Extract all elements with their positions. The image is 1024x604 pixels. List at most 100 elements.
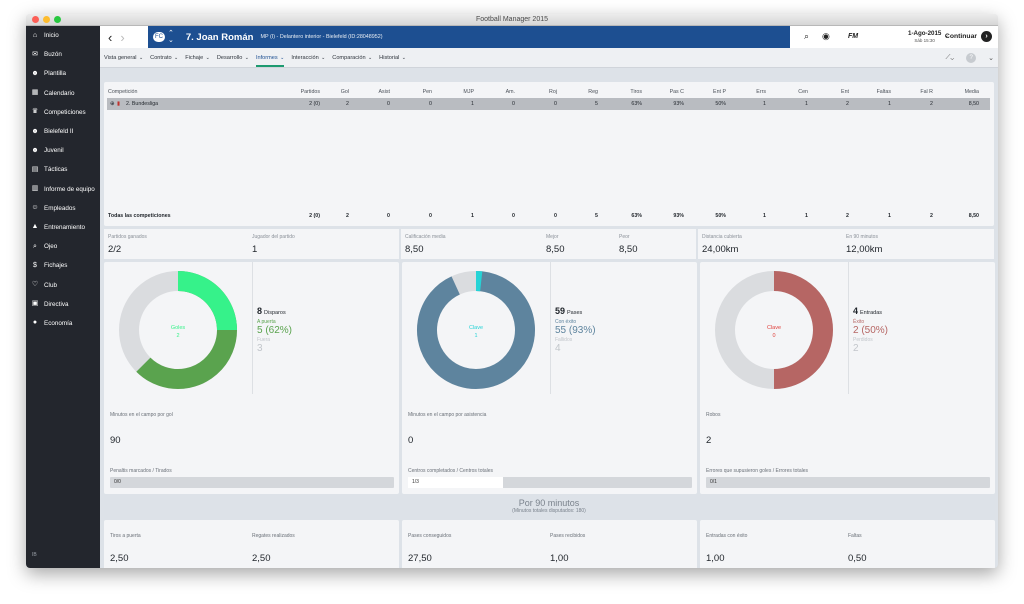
game-date[interactable]: 1-Ago-2015 Sáb 15:30 [908, 30, 941, 44]
progress-bar: 1/3 [408, 477, 692, 488]
team-icon: ☻ [31, 127, 39, 135]
home-icon: ⌂ [32, 31, 38, 39]
table-cell: Fal R [920, 89, 933, 95]
club-badge-icon[interactable]: FC [153, 32, 165, 42]
close-window-button[interactable] [32, 16, 39, 23]
tab-label: Interacción [291, 54, 319, 61]
sidebar-item-10[interactable]: ▲ Entrenamiento [26, 218, 100, 237]
donut-total: 59 Pases [555, 306, 582, 316]
sidebar-item-5[interactable]: ☻ Bielefeld II [26, 122, 100, 141]
donut-success-arc[interactable] [773, 271, 833, 389]
sidebar-item-12[interactable]: $ Fichajes [26, 256, 100, 275]
tab-7[interactable]: Historial ⌄ [379, 48, 406, 68]
donut-chart: Goles 2 [104, 262, 252, 394]
table-cell: 2 (0) [309, 213, 320, 219]
transfers-icon: $ [33, 261, 37, 269]
table-cell: 2 [846, 213, 849, 219]
search-icon[interactable]: ⌕ [804, 31, 810, 41]
table-cell: 0 [429, 213, 432, 219]
per90-value: 27,50 [408, 553, 432, 564]
table-cell: Ent [841, 89, 849, 95]
sidebar-item-label: Plantilla [44, 70, 67, 78]
calendar-icon: ▦ [31, 89, 39, 97]
table-cell: 0 [512, 101, 515, 107]
per90-title: Por 90 minutos [518, 498, 580, 508]
forward-arrow-icon[interactable]: › [120, 29, 125, 45]
sidebar-item-8[interactable]: ▥ Informe de equipo [26, 180, 100, 199]
donut-center-label: Clave [469, 325, 483, 331]
more-chevron-icon[interactable]: ⌄ [988, 55, 994, 62]
table-cell: 63% [631, 213, 642, 219]
donut-panel-0: Goles 2 8 Disparos A puerta 5 (62%) Fuera 3 Minu… [104, 262, 399, 494]
success-value: 2 (50%) [853, 325, 889, 336]
per90-panel-1: Pases conseguidos 27,50 Pases recibidos 1,0… [402, 520, 697, 568]
sidebar-item-0[interactable]: ⌂ Inicio [26, 26, 100, 45]
tab-1[interactable]: Contrato ⌄ [150, 48, 178, 68]
sidebar-item-14[interactable]: ▣ Directiva [26, 295, 100, 314]
total-label: Entradas [860, 310, 883, 316]
tab-0[interactable]: Vista general ⌄ [104, 48, 143, 68]
sidebar-item-1[interactable]: ✉ Buzón [26, 45, 100, 64]
table-cell: 93% [673, 101, 684, 107]
sidebar-item-label: Empleados [44, 204, 76, 212]
stat-value: 12,00km [846, 244, 883, 255]
continue-label: Continuar [944, 33, 977, 40]
edit-view-icon[interactable]: ⟋⌄ [945, 54, 955, 61]
help-icon[interactable]: ? [966, 53, 977, 63]
minimize-window-button[interactable] [43, 16, 50, 23]
sidebar-item-3[interactable]: ▦ Calendario [26, 84, 100, 103]
tab-3[interactable]: Desarrollo ⌄ [217, 48, 249, 68]
bar-value: 0/1 [710, 479, 717, 485]
bar-label: Centros completados / Centros totales [408, 468, 494, 474]
donut-success-arc[interactable] [417, 271, 535, 389]
expand-icon[interactable]: ⊕ [110, 101, 115, 107]
table-cell: Competición [108, 89, 138, 95]
stat-label: Partidos ganados [108, 234, 147, 240]
sidebar-item-2[interactable]: ☻ Plantilla [26, 64, 100, 83]
table-cell: Gol [340, 89, 349, 95]
progress-bar: 0/1 [706, 477, 990, 488]
fm-logo[interactable]: FM [848, 33, 859, 40]
sidebar-item-13[interactable]: ♡ Club [26, 275, 100, 294]
sidebar-item-11[interactable]: ⌕ Ojeo [26, 237, 100, 256]
tab-6[interactable]: Comparación ⌄ [332, 48, 372, 68]
zoom-window-button[interactable] [54, 16, 61, 23]
tab-5[interactable]: Interacción ⌄ [291, 48, 325, 68]
table-row[interactable]: 2. Bundesliga 2 (0) 2 0 0 1 0 0 5 63% 93% 50% 1 1 2 1 2 8… [107, 98, 990, 110]
finance-icon: ● [32, 319, 38, 327]
sidebar-item-9[interactable]: ☺ Empleados [26, 199, 100, 218]
sidebar-item-7[interactable]: ▤ Tácticas [26, 160, 100, 179]
continue-button[interactable]: Continuar › [945, 31, 992, 42]
donut-svg: Goles 2 [119, 271, 237, 389]
club-icon: ♡ [31, 281, 39, 289]
donut-info: 4 Entradas Éxito 2 (50%) Perdidos 2 [848, 262, 994, 394]
tab-label: Vista general [104, 54, 137, 61]
player-name[interactable]: 7. Joan Román [185, 31, 254, 43]
stat-label: Peor [619, 234, 630, 240]
back-arrow-icon[interactable]: ‹ [108, 29, 113, 45]
tab-4[interactable]: Informes ⌄ [255, 48, 285, 68]
table-cell: 2 [930, 213, 933, 219]
sidebar-item-15[interactable]: ● Economía [26, 314, 100, 333]
sidebar-item-4[interactable]: ♛ Competiciones [26, 103, 100, 122]
sidebar: ⌂ Inicio ✉ Buzón ☻ Plantilla ▦ Calendario ♛ Compe… [26, 26, 100, 568]
donut-center-value: 1 [474, 333, 477, 339]
stat-label: Mejor [546, 234, 559, 240]
table-cell: 50% [715, 101, 726, 107]
tab-2[interactable]: Fichaje ⌄ [185, 48, 210, 68]
stat-value: 1 [252, 244, 258, 255]
table-cell: 2 [346, 101, 349, 107]
per90-label: Pases recibidos [550, 533, 586, 539]
table-cell: Ent P [713, 89, 726, 95]
globe-icon[interactable]: ◉ [822, 31, 830, 41]
chevron-down-icon[interactable]: ⌄ [944, 33, 950, 39]
sidebar-item-6[interactable]: ☻ Juvenil [26, 141, 100, 160]
per90-value: 1,00 [550, 553, 569, 564]
success-value: 5 (62%) [257, 325, 293, 336]
up-down-arrows-icon[interactable]: ⌃ ⌄ [168, 30, 174, 44]
donut-key-arc[interactable] [177, 271, 237, 331]
date-label: 1-Ago-2015 [908, 30, 942, 37]
success-label: Éxito [853, 319, 865, 325]
sidebar-item-label: Calendario [44, 89, 75, 97]
table-cell: 1 [888, 101, 891, 107]
